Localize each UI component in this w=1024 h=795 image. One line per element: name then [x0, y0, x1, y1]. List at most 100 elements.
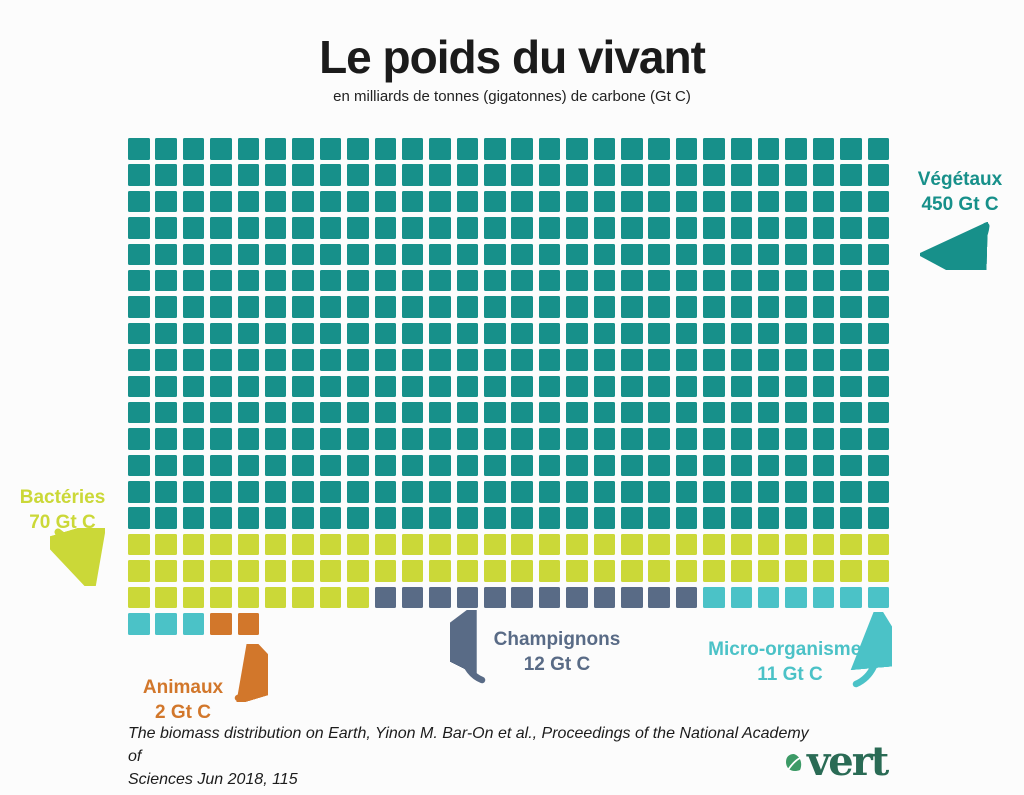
- annotation-micro-organismes: Micro-organismes 11 Gt C: [700, 638, 880, 687]
- annotation-vegetaux-value: 450 Gt C: [921, 193, 999, 215]
- waffle-cell-vegetaux: [456, 454, 479, 477]
- waffle-cell-champignons: [429, 586, 451, 609]
- waffle-cell-vegetaux: [484, 481, 506, 503]
- waffle-cell-vegetaux: [155, 454, 177, 477]
- waffle-cell-vegetaux: [429, 454, 451, 477]
- waffle-cell-vegetaux: [867, 217, 890, 239]
- waffle-cell-vegetaux: [538, 375, 561, 398]
- waffle-cell-vegetaux: [237, 375, 260, 398]
- waffle-cell-vegetaux: [374, 190, 397, 213]
- waffle-cell-vegetaux: [374, 349, 397, 371]
- waffle-cell-vegetaux: [703, 164, 725, 186]
- annotation-animaux: Animaux 2 Gt C: [133, 676, 233, 725]
- waffle-cell-bacteries: [128, 560, 150, 582]
- waffle-cell-vegetaux: [566, 507, 588, 529]
- waffle-cell-vegetaux: [538, 481, 561, 503]
- waffle-cell-vegetaux: [128, 269, 150, 292]
- waffle-cell-bacteries: [785, 560, 807, 582]
- waffle-cell-vegetaux: [867, 349, 890, 371]
- waffle-cell-vegetaux: [730, 375, 753, 398]
- waffle-cell-vegetaux: [456, 243, 479, 266]
- waffle-cell-vegetaux: [785, 428, 807, 450]
- waffle-cell-vegetaux: [812, 217, 835, 239]
- waffle-cell-vegetaux: [292, 401, 314, 424]
- annotation-bacteries: Bactéries 70 Gt C: [5, 486, 120, 535]
- waffle-cell-vegetaux: [347, 375, 369, 398]
- waffle-cell-vegetaux: [785, 401, 807, 424]
- waffle-cell-vegetaux: [374, 138, 397, 160]
- waffle-cell-vegetaux: [401, 481, 424, 503]
- waffle-cell-vegetaux: [730, 217, 753, 239]
- waffle-cell-bacteries: [182, 586, 205, 609]
- waffle-cell-vegetaux: [840, 296, 862, 318]
- waffle-cell-empty: [813, 613, 835, 635]
- waffle-cell-bacteries: [593, 560, 616, 582]
- waffle-cell-vegetaux: [292, 164, 314, 186]
- waffle-cell-vegetaux: [840, 164, 862, 186]
- waffle-cell-vegetaux: [237, 481, 260, 503]
- waffle-cell-vegetaux: [703, 217, 725, 239]
- waffle-cell-vegetaux: [155, 243, 177, 266]
- waffle-cell-vegetaux: [319, 217, 342, 239]
- waffle-cell-vegetaux: [785, 349, 807, 371]
- waffle-cell-vegetaux: [319, 428, 342, 450]
- waffle-cell-vegetaux: [128, 507, 150, 529]
- waffle-cell-vegetaux: [538, 269, 561, 292]
- waffle-cell-vegetaux: [757, 164, 780, 186]
- waffle-cell-empty: [429, 613, 451, 635]
- waffle-cell-vegetaux: [155, 217, 177, 239]
- waffle-cell-bacteries: [237, 560, 260, 582]
- waffle-cell-vegetaux: [128, 296, 150, 318]
- waffle-cell-bacteries: [730, 533, 753, 556]
- waffle-cell-bacteries: [757, 560, 780, 582]
- waffle-cell-micro_organismes: [730, 586, 753, 609]
- waffle-cell-vegetaux: [867, 164, 890, 186]
- waffle-cell-bacteries: [730, 560, 753, 582]
- waffle-cell-vegetaux: [155, 138, 177, 160]
- waffle-cell-vegetaux: [401, 454, 424, 477]
- waffle-cell-vegetaux: [675, 217, 698, 239]
- waffle-cell-vegetaux: [401, 322, 424, 345]
- waffle-cell-vegetaux: [785, 375, 807, 398]
- waffle-cell-vegetaux: [128, 217, 150, 239]
- waffle-cell-vegetaux: [757, 322, 780, 345]
- waffle-cell-vegetaux: [648, 507, 670, 529]
- waffle-cell-vegetaux: [730, 481, 753, 503]
- waffle-cell-vegetaux: [648, 243, 670, 266]
- waffle-cell-vegetaux: [730, 190, 753, 213]
- waffle-cell-vegetaux: [511, 269, 533, 292]
- waffle-cell-vegetaux: [812, 349, 835, 371]
- waffle-cell-vegetaux: [785, 217, 807, 239]
- waffle-cell-champignons: [621, 586, 643, 609]
- annotation-animaux-value: 2 Gt C: [155, 701, 211, 723]
- waffle-cell-vegetaux: [347, 164, 369, 186]
- waffle-cell-vegetaux: [538, 138, 561, 160]
- waffle-cell-vegetaux: [128, 481, 150, 503]
- waffle-cell-vegetaux: [182, 481, 205, 503]
- annotation-vegetaux-name: Végétaux: [917, 169, 1003, 190]
- waffle-cell-vegetaux: [730, 401, 753, 424]
- waffle-cell-vegetaux: [785, 164, 807, 186]
- waffle-cell-vegetaux: [347, 401, 369, 424]
- waffle-cell-bacteries: [374, 533, 397, 556]
- waffle-cell-vegetaux: [566, 481, 588, 503]
- waffle-cell-vegetaux: [621, 217, 643, 239]
- waffle-cell-vegetaux: [484, 507, 506, 529]
- waffle-cell-vegetaux: [210, 190, 232, 213]
- waffle-cell-vegetaux: [730, 164, 753, 186]
- waffle-cell-vegetaux: [210, 243, 232, 266]
- waffle-cell-empty: [320, 613, 342, 635]
- waffle-grid: [128, 138, 890, 635]
- waffle-cell-bacteries: [292, 560, 314, 582]
- source-citation: The biomass distribution on Earth, Yinon…: [128, 722, 818, 792]
- waffle-cell-micro_organismes: [128, 613, 150, 635]
- waffle-cell-vegetaux: [812, 296, 835, 318]
- waffle-cell-vegetaux: [675, 138, 698, 160]
- waffle-cell-vegetaux: [237, 507, 260, 529]
- waffle-cell-vegetaux: [264, 296, 287, 318]
- waffle-cell-empty: [731, 613, 753, 635]
- waffle-cell-bacteries: [538, 560, 561, 582]
- waffle-cell-vegetaux: [566, 138, 588, 160]
- waffle-cell-bacteries: [566, 533, 588, 556]
